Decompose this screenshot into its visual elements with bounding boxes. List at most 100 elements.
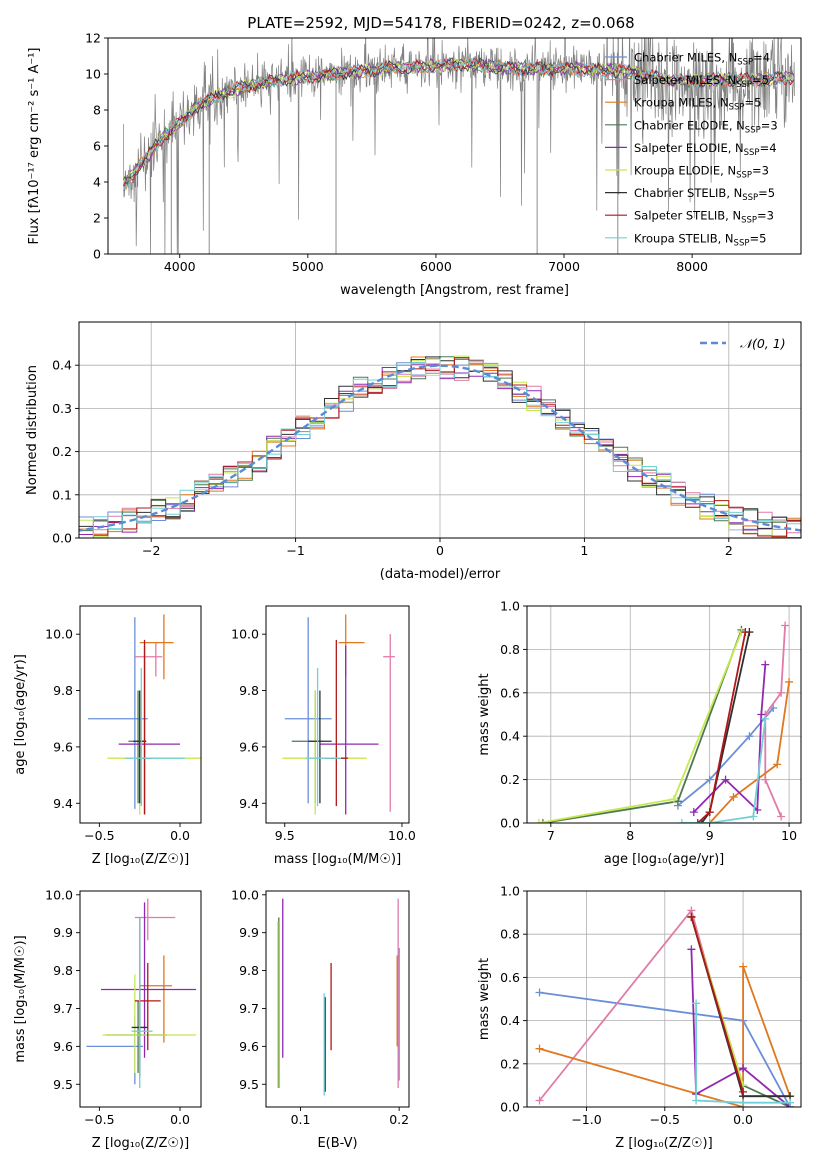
data-point-marker: [705, 819, 714, 823]
legend-entry: Chabrier STELIB, NSSP=5: [634, 186, 775, 203]
model-fit-line: [123, 58, 794, 187]
y-tick-label: 0: [93, 247, 101, 262]
y-tick-label: 0.2: [500, 1056, 520, 1071]
axes-frame: [526, 890, 802, 1108]
legend-entry: Chabrier ELODIE, NSSP=3: [634, 118, 778, 135]
legend-entry: 𝒩(0, 1): [740, 336, 786, 351]
y-tick-label: 0.2: [52, 444, 72, 459]
x-tick-label: 0: [436, 543, 444, 558]
data-point-marker: [761, 714, 770, 723]
x-tick-label: 2: [725, 543, 733, 558]
data-point-marker: [693, 819, 702, 823]
mass-weight-line: [693, 664, 767, 813]
y-tick-label: 6: [93, 139, 101, 154]
axes-frame: [78, 321, 802, 539]
data-point-marker: [535, 1044, 544, 1053]
legend-subscript: SSP: [741, 216, 757, 226]
mass-weight-line: [764, 625, 786, 817]
mass_vs_Z-plot-area: [86, 898, 197, 1089]
legend-entry: Salpeter MILES, NSSP=5: [634, 73, 769, 90]
x-axis-label: E(B-V): [317, 1136, 357, 1151]
figure-title: PLATE=2592, MJD=54178, FIBERID=0242, z=0…: [247, 14, 634, 32]
x-axis-label: Z [log₁₀(Z/Z☉)]: [615, 1136, 712, 1151]
y-tick-label: 9.8: [239, 963, 259, 978]
data-point-marker: [687, 945, 696, 954]
y-tick-label: 9.8: [239, 683, 259, 698]
mass-weight-line: [690, 916, 744, 1093]
legend-label: Salpeter ELODIE, N: [634, 141, 744, 155]
y-tick-label: 0.4: [500, 1013, 520, 1028]
y-tick-label: 0.6: [500, 970, 520, 985]
x-axis-label: Z [log₁₀(Z/Z☉)]: [92, 1136, 189, 1151]
legend-suffix: =5: [752, 73, 769, 87]
data-point-marker: [687, 912, 696, 921]
y-axis-label: Normed distribution: [25, 365, 40, 495]
y-tick-label: 10.0: [45, 887, 73, 902]
legend-suffix: =4: [760, 141, 777, 155]
y-axis-label: age [log₁₀(age/yr)]: [13, 654, 28, 775]
spectrum-panel: 4000 5000 6000 7000 8000 0 2 4 6 8 10 12 wavelength …: [27, 31, 802, 298]
y-tick-label: 9.6: [239, 1039, 259, 1054]
y-tick-label: 0.0: [500, 816, 520, 831]
y-axis-label: mass [log₁₀(M/M☉)]: [13, 935, 28, 1062]
legend-suffix: =3: [761, 118, 778, 132]
y-tick-label: 1.0: [500, 884, 520, 899]
legend-suffix: =4: [753, 51, 770, 65]
legend-subscript: SSP: [729, 103, 745, 113]
legend-entry: Kroupa STELIB, NSSP=5: [634, 231, 766, 248]
observed-spectrum-line: [123, 38, 795, 254]
legend-label: Salpeter STELIB, N: [634, 209, 741, 223]
legend-label: Kroupa STELIB, N: [634, 231, 734, 245]
mass-weight-line: [709, 681, 790, 823]
data-point-marker: [749, 812, 758, 821]
data-point-marker: [741, 628, 750, 637]
data-point-marker: [739, 1087, 748, 1096]
data-point-marker: [689, 808, 698, 817]
weight_vs_Z-panel: −1.0 −0.5 0.0 0.0 0.2 0.4 0.6 0.8 1.0 Z [log₁₀(Z/…: [477, 884, 802, 1151]
data-point-marker: [538, 819, 547, 823]
data-point-marker: [692, 999, 701, 1008]
x-tick-label: 1: [580, 543, 588, 558]
legend-suffix: =5: [744, 96, 761, 110]
age_vs_Z-plot-area: [88, 614, 201, 815]
x-tick-label: 10: [781, 828, 797, 843]
data-point-marker: [705, 775, 714, 784]
legend-label: Kroupa ELODIE, N: [634, 164, 736, 178]
legend-suffix: =5: [749, 231, 766, 245]
data-point-marker: [761, 660, 770, 669]
y-tick-label: 4: [93, 175, 101, 190]
data-point-marker: [535, 988, 544, 997]
data-point-marker: [786, 1098, 795, 1107]
data-point-marker: [669, 795, 678, 804]
axes-frame: [265, 890, 410, 1108]
legend-subscript: SSP: [734, 238, 750, 248]
x-tick-label: 8: [626, 828, 634, 843]
x-tick-label: −0.5: [650, 1112, 680, 1127]
model-fit-line: [123, 57, 794, 184]
data-point-marker: [739, 962, 748, 971]
y-axis-label: mass weight: [477, 673, 492, 755]
data-point-marker: [773, 760, 782, 769]
x-tick-label: 0.0: [733, 1112, 753, 1127]
legend-subscript: SSP: [736, 171, 752, 181]
legend-suffix: =5: [758, 186, 775, 200]
y-tick-label: 0.4: [52, 358, 72, 373]
legend-label: Chabrier STELIB, N: [634, 186, 742, 200]
legend-entry: Salpeter ELODIE, NSSP=4: [634, 141, 777, 158]
legend-entry: Salpeter STELIB, NSSP=3: [634, 209, 774, 226]
legend-entry: Kroupa MILES, NSSP=5: [634, 96, 761, 113]
y-tick-label: 10.0: [231, 887, 259, 902]
y-tick-label: 9.6: [53, 1039, 73, 1054]
legend-subscript: SSP: [745, 125, 761, 135]
y-tick-label: 0.6: [500, 685, 520, 700]
y-tick-label: 0.2: [500, 772, 520, 787]
x-tick-label: −0.5: [84, 1112, 114, 1127]
panels: 4000 5000 6000 7000 8000024681012wavelength …: [13, 31, 802, 1151]
y-tick-label: 0.3: [52, 401, 72, 416]
data-point-marker: [692, 1096, 701, 1105]
y-tick-label: 9.9: [53, 925, 73, 940]
x-tick-label: 9: [706, 828, 714, 843]
data-point-marker: [745, 732, 754, 741]
y-tick-label: 10.0: [45, 627, 73, 642]
data-point-marker: [761, 775, 770, 784]
